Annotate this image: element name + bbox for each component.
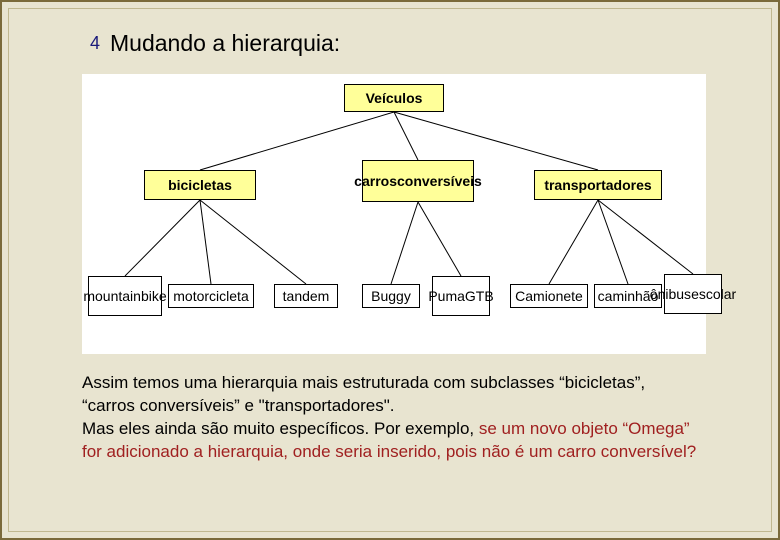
body-para-2a: Mas eles ainda são muito específicos. Po… [82,419,479,438]
node-camionete: Camionete [510,284,588,308]
node-tandem: tandem [274,284,338,308]
node-transp: transportadores [534,170,662,200]
body-text: Assim temos uma hierarquia mais estrutur… [82,372,702,464]
node-onibus: ônibusescolar [664,274,722,314]
node-root: Veículos [344,84,444,112]
node-buggy: Buggy [362,284,420,308]
heading-row: 4 Mudando a hierarquia: [90,30,340,57]
bullet-icon: 4 [90,33,100,54]
hierarchy-diagram: Veículos bicicletas carrosconversíveis tran… [82,74,706,354]
node-moto: motorcicleta [168,284,254,308]
node-bicicletas: bicicletas [144,170,256,200]
slide-heading: Mudando a hierarquia: [110,30,340,57]
node-puma: PumaGTB [432,276,490,316]
node-mountain: mountainbike [88,276,162,316]
diagram-edges [82,74,706,354]
body-para-1: Assim temos uma hierarquia mais estrutur… [82,373,645,415]
node-carros: carrosconversíveis [362,160,474,202]
